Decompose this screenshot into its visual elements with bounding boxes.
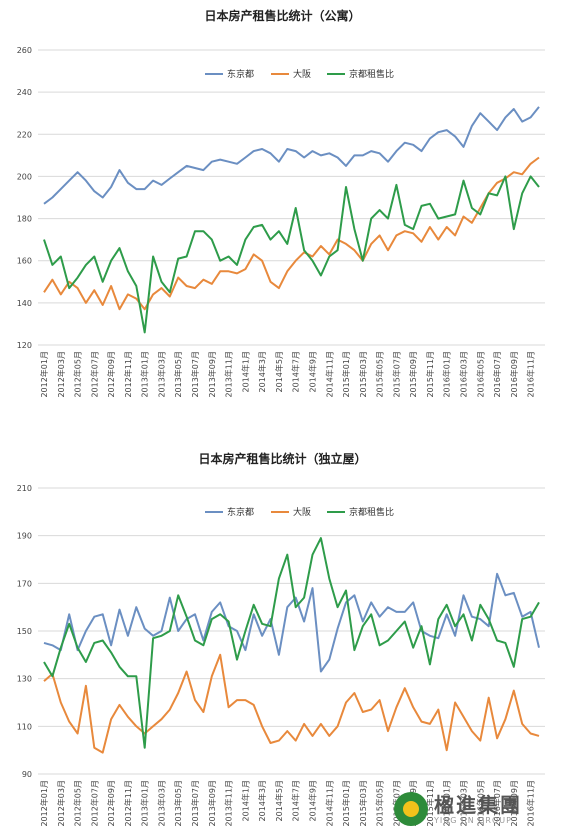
x-tick-label: 2012年09月 <box>106 780 116 827</box>
x-tick-label: 2013年01月 <box>140 351 150 398</box>
x-tick-label: 2016年07月 <box>492 351 502 398</box>
x-tick-label: 2012年11月 <box>123 780 133 827</box>
x-tick-label: 2016年11月 <box>526 351 536 398</box>
x-tick-label: 2013年01月 <box>140 780 150 827</box>
y-tick-label: 130 <box>17 675 32 684</box>
house-chart-svg: 日本房产租售比统计（独立屋） 90 110 130 150 170 190 210 2012年0… <box>17 451 545 827</box>
apartment-chart: 日本房产租售比统计（公寓） 120 140 160 180 200 220 240 260 201… <box>17 8 545 398</box>
apartment-chart-svg: 日本房产租售比统计（公寓） 120 140 160 180 200 220 240 260 201… <box>17 8 545 398</box>
x-tick-label: 2012年03月 <box>56 780 66 827</box>
x-tick-label: 2015年03月 <box>358 351 368 398</box>
legend-label: 东京都 <box>227 506 254 518</box>
x-tick-label: 2012年07月 <box>89 351 99 398</box>
y-tick-label: 210 <box>17 484 32 493</box>
x-tick-label: 2014年9月 <box>307 780 317 821</box>
series-line-0 <box>43 572 540 673</box>
x-tick-label: 2015年11月 <box>425 351 435 398</box>
x-tick-label: 2014年1月 <box>240 780 250 821</box>
y-tick-label: 260 <box>17 46 32 55</box>
legend-label: 东京都 <box>227 68 254 80</box>
x-tick-label: 2016年03月 <box>458 351 468 398</box>
chart-title: 日本房产租售比统计（公寓） <box>204 8 360 23</box>
x-tick-label: 2014年1月 <box>240 351 250 392</box>
x-tick-label: 2013年09月 <box>207 351 217 398</box>
legend-label: 京都租售比 <box>349 68 394 80</box>
x-tick-label: 2012年01月 <box>39 780 49 827</box>
y-tick-label: 90 <box>22 770 32 779</box>
y-tick-label: 160 <box>17 257 32 266</box>
x-tick-label: 2012年11月 <box>123 351 133 398</box>
series-line-1 <box>43 653 540 754</box>
x-tick-label: 2013年05月 <box>173 351 183 398</box>
x-tick-label: 2016年11月 <box>526 780 536 827</box>
x-tick-label: 2016年05月 <box>475 351 485 398</box>
x-tick-label: 2013年11月 <box>224 780 234 827</box>
company-logo: 楹進集團 YING JIN GROUP <box>394 789 559 829</box>
x-tick-label: 2014年5月 <box>274 351 284 392</box>
x-tick-label: 2016年07月 <box>492 780 502 827</box>
x-tick-label: 2012年05月 <box>73 780 83 827</box>
x-tick-label: 2016年01月 <box>442 351 452 398</box>
series-line-1 <box>43 156 540 311</box>
chart-title: 日本房产租售比统计（独立屋） <box>198 451 366 466</box>
x-tick-label: 2015年09月 <box>408 351 418 398</box>
x-tick-label: 2015年01月 <box>341 780 351 827</box>
logo-text: 楹進集團 YING JIN GROUP <box>434 792 522 825</box>
x-tick-label: 2013年09月 <box>207 780 217 827</box>
x-tick-label: 2015年11月 <box>425 780 435 827</box>
series-line-0 <box>43 106 540 205</box>
x-tick-label: 2016年01月 <box>442 780 452 827</box>
x-tick-label: 2015年05月 <box>375 351 385 398</box>
y-tick-label: 190 <box>17 532 32 541</box>
x-tick-label: 2016年09月 <box>509 780 519 827</box>
x-tick-label: 2015年07月 <box>391 351 401 398</box>
x-tick-label: 2012年01月 <box>39 351 49 398</box>
legend-label: 大阪 <box>293 506 311 518</box>
x-tick-label: 2014年11月 <box>324 351 334 398</box>
series-line-2 <box>43 175 540 334</box>
y-tick-label: 240 <box>17 88 32 97</box>
x-tick-label: 2012年07月 <box>89 780 99 827</box>
x-tick-label: 2013年03月 <box>156 780 166 827</box>
logo-emblem-icon <box>394 792 428 826</box>
x-tick-label: 2016年09月 <box>509 351 519 398</box>
x-tick-label: 2012年03月 <box>56 351 66 398</box>
x-tick-label: 2014年5月 <box>274 780 284 821</box>
x-tick-label: 2012年09月 <box>106 351 116 398</box>
y-tick-label: 140 <box>17 299 32 308</box>
x-tick-label: 2013年05月 <box>173 780 183 827</box>
y-tick-label: 110 <box>17 722 32 731</box>
x-tick-label: 2014年3月 <box>257 351 267 392</box>
x-tick-label: 2015年05月 <box>375 780 385 827</box>
x-tick-label: 2014年3月 <box>257 780 267 821</box>
x-tick-label: 2015年01月 <box>341 351 351 398</box>
y-tick-label: 170 <box>17 579 32 588</box>
x-tick-label: 2014年11月 <box>324 780 334 827</box>
x-tick-label: 2014年7月 <box>291 780 301 821</box>
series-line-2 <box>43 537 540 749</box>
y-tick-label: 150 <box>17 627 32 636</box>
y-tick-label: 180 <box>17 215 32 224</box>
x-tick-label: 2016年05月 <box>475 780 485 827</box>
y-tick-label: 220 <box>17 130 32 139</box>
x-tick-label: 2016年03月 <box>458 780 468 827</box>
x-tick-label: 2013年07月 <box>190 780 200 827</box>
x-tick-label: 2014年9月 <box>307 351 317 392</box>
legend-label: 大阪 <box>293 68 311 80</box>
house-chart: 日本房产租售比统计（独立屋） 90 110 130 150 170 190 210 2012年0… <box>0 440 565 835</box>
x-tick-label: 2012年05月 <box>73 351 83 398</box>
x-tick-label: 2013年11月 <box>224 351 234 398</box>
x-tick-label: 2014年7月 <box>291 351 301 392</box>
x-tick-label: 2013年03月 <box>156 351 166 398</box>
y-tick-label: 200 <box>17 172 32 181</box>
legend-label: 京都租售比 <box>349 506 394 518</box>
x-tick-label: 2015年03月 <box>358 780 368 827</box>
x-tick-label: 2013年07月 <box>190 351 200 398</box>
y-tick-label: 120 <box>17 341 32 350</box>
